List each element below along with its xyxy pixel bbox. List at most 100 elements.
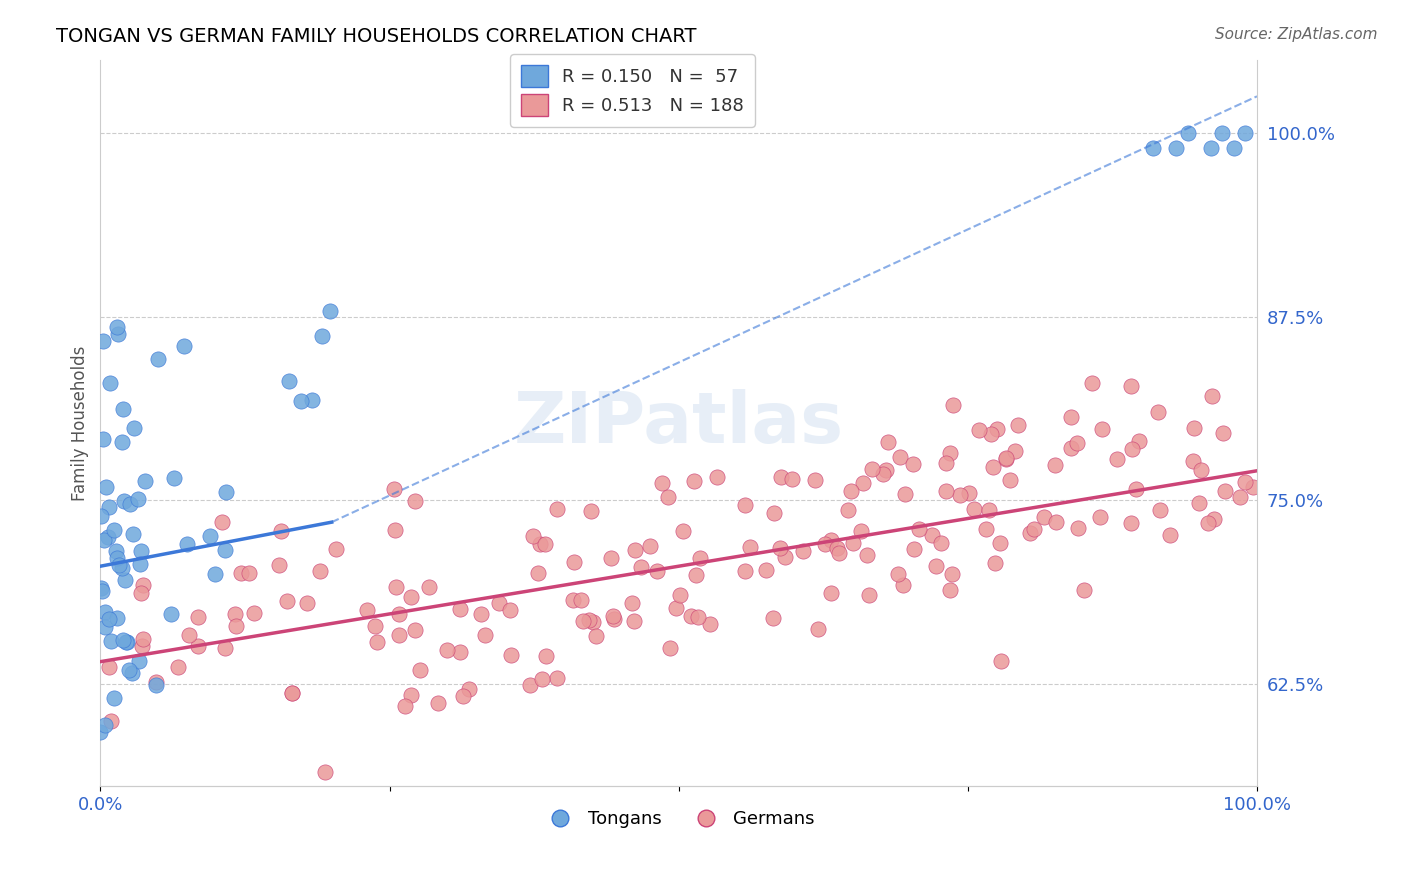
Point	[562, 592, 585, 607]
Point	[638, 539, 661, 553]
Point	[111, 633, 134, 648]
Point	[449, 602, 471, 616]
Point	[401, 688, 423, 702]
Point	[657, 490, 679, 504]
Point	[97, 530, 120, 544]
Point	[1066, 435, 1088, 450]
Point	[519, 678, 541, 692]
Point	[887, 567, 910, 582]
Point	[522, 529, 544, 543]
Point	[734, 498, 756, 512]
Point	[651, 476, 673, 491]
Point	[110, 560, 132, 574]
Point	[875, 463, 897, 477]
Point	[630, 559, 652, 574]
Point	[837, 503, 859, 517]
Point	[112, 493, 135, 508]
Point	[679, 609, 702, 624]
Point	[981, 460, 1004, 475]
Point	[269, 558, 291, 572]
Point	[1004, 443, 1026, 458]
Point	[998, 473, 1021, 487]
Point	[762, 506, 785, 520]
Point	[939, 582, 962, 597]
Point	[1202, 511, 1225, 525]
Point	[769, 541, 792, 556]
Point	[124, 421, 146, 435]
Point	[862, 461, 884, 475]
Point	[93, 620, 115, 634]
Point	[571, 592, 593, 607]
Point	[974, 522, 997, 536]
Point	[243, 606, 266, 620]
Point	[91, 584, 114, 599]
Point	[118, 664, 141, 678]
Point	[546, 672, 568, 686]
Point	[908, 522, 931, 536]
Point	[979, 502, 1001, 516]
Point	[602, 608, 624, 623]
Point	[683, 474, 706, 488]
Point	[107, 550, 129, 565]
Point	[929, 535, 952, 549]
Point	[980, 427, 1002, 442]
Point	[986, 422, 1008, 436]
Point	[685, 567, 707, 582]
Point	[132, 578, 155, 592]
Point	[115, 635, 138, 649]
Point	[599, 551, 621, 566]
Point	[686, 610, 709, 624]
Point	[1212, 426, 1234, 441]
Point	[118, 497, 141, 511]
Point	[388, 607, 411, 622]
Point	[131, 586, 153, 600]
Point	[872, 467, 894, 481]
Point	[738, 541, 761, 555]
Point	[127, 492, 149, 507]
Point	[103, 523, 125, 537]
Point	[176, 536, 198, 550]
Point	[734, 564, 756, 578]
Point	[645, 564, 668, 578]
Point	[949, 488, 972, 502]
Point	[187, 639, 209, 653]
Text: Source: ZipAtlas.com: Source: ZipAtlas.com	[1215, 27, 1378, 42]
Point	[1007, 418, 1029, 433]
Point	[308, 564, 330, 578]
Point	[215, 485, 238, 500]
Point	[134, 475, 156, 489]
Point	[382, 482, 405, 496]
Point	[963, 502, 986, 516]
Point	[98, 660, 121, 674]
Point	[427, 696, 450, 710]
Point	[1033, 509, 1056, 524]
Point	[995, 452, 1018, 467]
Point	[1142, 141, 1164, 155]
Point	[807, 622, 830, 636]
Point	[984, 556, 1007, 570]
Point	[211, 515, 233, 529]
Point	[1233, 475, 1256, 489]
Point	[214, 641, 236, 656]
Point	[994, 450, 1017, 465]
Point	[623, 543, 645, 558]
Point	[121, 666, 143, 681]
Point	[1060, 442, 1083, 456]
Point	[100, 714, 122, 728]
Point	[1147, 405, 1170, 419]
Point	[387, 627, 409, 641]
Point	[278, 374, 301, 388]
Point	[103, 691, 125, 706]
Point	[1177, 126, 1199, 140]
Point	[820, 586, 842, 600]
Point	[603, 612, 626, 626]
Point	[94, 605, 117, 619]
Point	[281, 686, 304, 700]
Point	[546, 502, 568, 516]
Point	[1199, 141, 1222, 155]
Point	[90, 509, 112, 524]
Point	[276, 594, 298, 608]
Point	[533, 537, 555, 551]
Point	[938, 446, 960, 460]
Point	[1229, 490, 1251, 504]
